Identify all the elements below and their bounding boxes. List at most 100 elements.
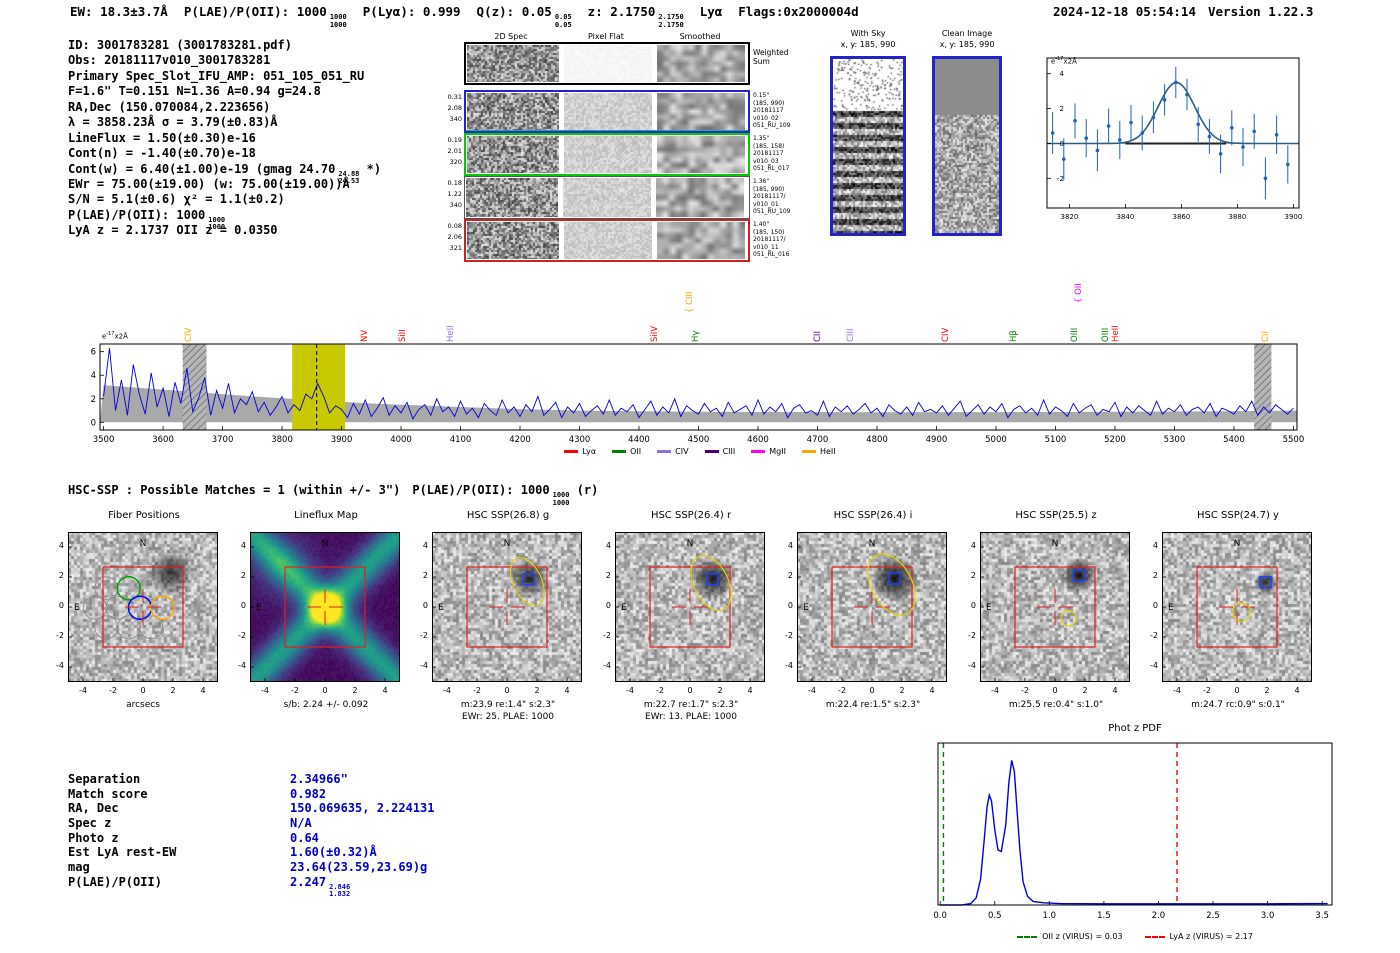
spec2d-row-stat: 0.18 [447, 179, 462, 187]
x-tick-label: 4 [747, 686, 753, 695]
segment-text: z: 2.1750 [587, 4, 656, 19]
cutout-panel-hsc: HSC SSP(25.5) z N E 4 -4 2 -2 0 0 -2 2 -4 4 m:25.5 re… [950, 510, 1162, 738]
stacked-fraction: 1000 1000 [552, 491, 570, 507]
svg-text:N: N [869, 539, 876, 549]
svg-text:4100: 4100 [450, 435, 472, 445]
x-tick-label: -2 [109, 686, 117, 695]
ylabel-suffix: x2Å [1063, 57, 1077, 66]
svg-text:E: E [438, 603, 444, 613]
x-tick-label: 0 [140, 686, 146, 695]
x-tick-label: -4 [991, 686, 999, 695]
svg-text:3.5: 3.5 [1315, 911, 1329, 921]
y-tick-label: 0 [58, 601, 64, 610]
spec2d-row [464, 219, 750, 262]
y-tick-label: -4 [238, 661, 246, 670]
svg-text:0: 0 [1060, 140, 1064, 148]
y-tick-label: -4 [56, 661, 64, 670]
spec2d-row-stat: 320 [449, 158, 462, 166]
x-tick-label: 4 [564, 686, 570, 695]
y-tick-label: 0 [605, 601, 611, 610]
svg-text:N: N [140, 539, 147, 549]
svg-text:4000: 4000 [390, 435, 412, 445]
spec2d-row-meta: v010_01 [753, 200, 779, 208]
spectrum-ylabel: e-17x2Å [102, 331, 128, 340]
svg-text:N: N [687, 539, 694, 549]
segment-text: RA,Dec (150.070084,2.223656) [68, 99, 271, 114]
y-tick-label: -4 [1150, 661, 1158, 670]
info-line-segment: Primary Spec_Slot_IFU_AMP: 051_105_051_R… [68, 69, 364, 83]
stacked-fraction: 0.05 0.05 [554, 13, 572, 29]
info-line: Obs: 20181117v010_3001783281 [68, 53, 381, 68]
y-tick-label: 4 [787, 541, 793, 550]
segment-text: P(Lyα): 0.999 [362, 4, 461, 19]
y-tick-label: 4 [58, 541, 64, 550]
x-tick-label: -2 [291, 686, 299, 695]
spec2d-row-stat: 2.06 [447, 233, 462, 241]
match-value: 0.982 [290, 787, 326, 802]
x-tick-label: -2 [1021, 686, 1029, 695]
svg-text:3.0: 3.0 [1261, 911, 1275, 921]
spec2d-row-meta: 1.40" [753, 221, 770, 228]
cutout-overlay-svg: NE [432, 532, 582, 682]
svg-text:0.0: 0.0 [933, 911, 947, 921]
x-tick-label: 4 [1112, 686, 1118, 695]
spec2d-row [464, 90, 750, 133]
header-segment: P(LAE)/P(OII): 1000 1000 1000 [183, 4, 347, 28]
y-tick-label: -2 [1150, 631, 1158, 640]
y-tick-label: 2 [970, 571, 976, 580]
segment-text: Flags:0x2000004d [738, 4, 859, 19]
info-line: Cont(w) = 6.40(±1.00)e-19 (gmag 24.70 24.… [68, 162, 381, 185]
match-value: N/A [290, 816, 312, 831]
segment-text: EWr = 75.00(±19.00) (w: 75.00(±19.00))Å [68, 176, 350, 191]
legend-item: CIII [704, 447, 735, 456]
info-line: S/N = 5.1(±0.6) χ² = 1.1(±0.2) [68, 192, 381, 207]
svg-text:3860: 3860 [1172, 213, 1190, 221]
legend-label: CIV [675, 447, 689, 456]
y-tick-label: 0 [1152, 601, 1158, 610]
cutout-caption: EWr: 13. PLAE: 1000 [644, 712, 738, 722]
svg-text:3600: 3600 [152, 435, 174, 445]
cutout-title: HSC SSP(26.4) i [833, 510, 913, 521]
segment-text: P(LAE)/P(OII): 1000 [183, 4, 327, 19]
svg-text:E: E [74, 603, 80, 613]
stacked-fraction: 2.1750 2.1750 [658, 13, 684, 29]
x-tick-label: -4 [1173, 686, 1181, 695]
legend-label: MgII [769, 447, 786, 456]
match-value-text: 23.64(23.59,23.69)g [290, 860, 428, 875]
stacked-fraction: 1000 1000 [329, 13, 347, 29]
match-value-text: 2.34966" [290, 772, 348, 786]
pixel-flat-strip-canvas [563, 178, 651, 217]
spec2d-strip-canvas [466, 178, 558, 217]
x-tick-label: 0 [869, 686, 875, 695]
spec2d-row-meta: v010_02 [753, 114, 779, 122]
spec2d-row-meta: 1.35" [753, 135, 770, 142]
cutout-canvas [980, 532, 1130, 682]
info-line: LyA z = 2.1737 OII z = 0.0350 [68, 223, 381, 238]
y-tick-label: -2 [785, 631, 793, 640]
match-value: 0.64 [290, 831, 319, 846]
svg-text:3500: 3500 [93, 435, 115, 445]
segment-text: LineFlux = 1.50(±0.30)e-16 [68, 130, 256, 145]
x-tick-label: 4 [929, 686, 935, 695]
cutout-overlay-svg: NE [980, 532, 1130, 682]
photz-title: Phot z PDF [1108, 723, 1162, 734]
spec2d-row-stat: 0.31 [447, 93, 462, 101]
cutout-canvas [615, 532, 765, 682]
header-segment: Flags:0x2000004d [738, 4, 858, 19]
svg-text:4300: 4300 [569, 435, 591, 445]
spec2d-strip-canvas [467, 136, 559, 173]
y-tick-label: 2 [605, 571, 611, 580]
cutout-caption: m:22.7 re:1.7" s:2.3" [643, 700, 739, 710]
x-tick-label: 0 [322, 686, 328, 695]
emission-line-label: { OII [1073, 283, 1084, 303]
MgII-legend-swatch [751, 450, 766, 453]
info-line-segment: Cont(w) = 6.40(±1.00)e-19 (gmag 24.70 24.… [68, 162, 381, 185]
cutout-panel-hsc: HSC SSP(24.7) y N E 4 -4 2 -2 0 0 -2 2 -4 4 m:24.7 rc… [1132, 510, 1344, 738]
info-line-segment: Obs: 20181117v010_3001783281 [68, 53, 270, 67]
CIII-legend-swatch [704, 450, 719, 453]
spec2d-row-meta: 20181117/ [753, 236, 786, 244]
ylabel-exponent: -17 [1055, 56, 1064, 62]
spec2d-col-header: Pixel Flat [588, 32, 624, 41]
